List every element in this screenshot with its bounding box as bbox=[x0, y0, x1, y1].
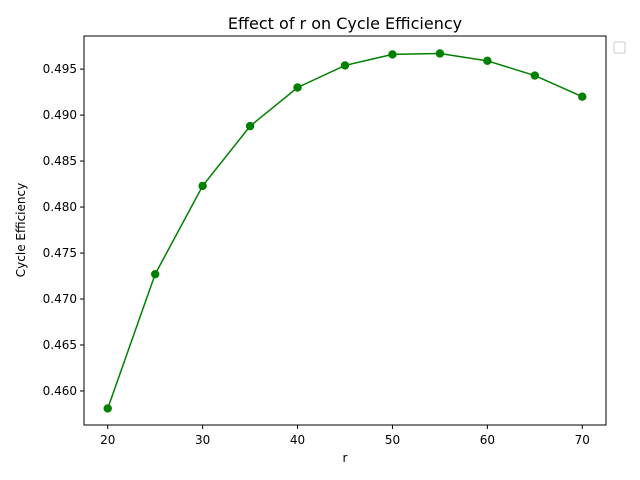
y-axis-ticks: 0.460 0.465 0.470 0.475 0.480 0.485 0.490 0.495 bbox=[43, 62, 84, 398]
y-tick-label: 0.465 bbox=[43, 338, 77, 352]
x-tick-label: 40 bbox=[290, 433, 305, 447]
y-tick-label: 0.485 bbox=[43, 154, 77, 168]
data-point bbox=[530, 71, 540, 80]
data-point bbox=[293, 83, 302, 92]
x-tick-label: 60 bbox=[480, 433, 495, 447]
y-tick-label: 0.480 bbox=[43, 200, 77, 214]
data-point bbox=[198, 181, 207, 191]
data-point bbox=[245, 121, 255, 131]
data-point bbox=[578, 92, 587, 101]
x-tick-label: 30 bbox=[195, 433, 210, 447]
plot-series bbox=[103, 49, 587, 413]
y-tick-label: 0.495 bbox=[43, 62, 77, 76]
data-point bbox=[388, 50, 397, 59]
data-point bbox=[483, 56, 492, 66]
data-point bbox=[435, 49, 445, 58]
chart-title: Effect of r on Cycle Efficiency bbox=[228, 14, 462, 33]
x-tick-label: 70 bbox=[575, 433, 590, 447]
data-point bbox=[103, 404, 112, 413]
y-tick-label: 0.475 bbox=[43, 246, 77, 260]
legend-box bbox=[613, 41, 626, 54]
x-axis-ticks: 20 30 40 50 60 70 bbox=[100, 425, 590, 447]
x-tick-label: 20 bbox=[100, 433, 115, 447]
x-tick-label: 50 bbox=[385, 433, 400, 447]
y-axis-label: Cycle Efficiency bbox=[14, 183, 28, 277]
data-point bbox=[150, 269, 160, 279]
y-tick-label: 0.470 bbox=[43, 292, 77, 306]
y-tick-label: 0.490 bbox=[43, 108, 77, 122]
plot-frame bbox=[83, 35, 607, 426]
x-axis-label: r bbox=[343, 451, 348, 465]
series-line bbox=[107, 52, 583, 409]
y-tick-label: 0.460 bbox=[43, 384, 77, 398]
data-point bbox=[340, 61, 350, 70]
